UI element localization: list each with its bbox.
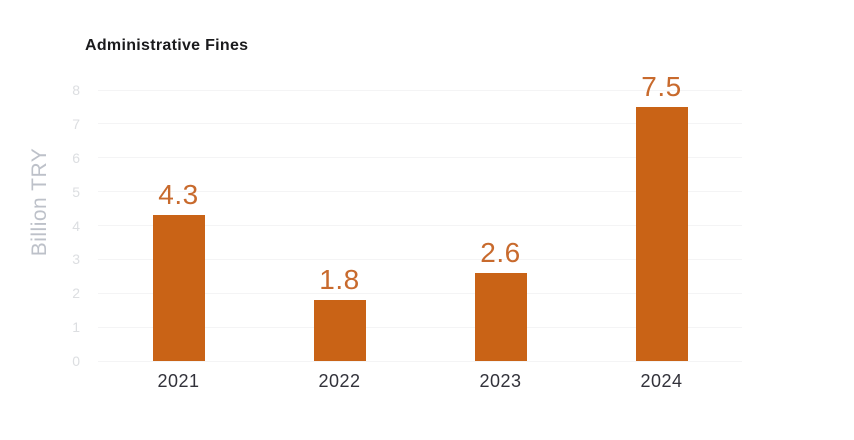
x-axis-ticks: 2021 2022 2023 2024 — [98, 371, 742, 395]
x-tick-label: 2022 — [318, 371, 361, 391]
y-tick-label: 7 — [72, 115, 80, 132]
bar — [635, 106, 688, 361]
y-tick-label: 5 — [72, 183, 80, 200]
gridline — [98, 292, 742, 294]
bar — [313, 300, 366, 361]
gridline — [98, 157, 742, 159]
gridline — [98, 258, 742, 260]
chart-title: Administrative Fines — [85, 37, 249, 54]
gridline — [98, 123, 742, 125]
bar-value-label: 1.8 — [319, 264, 360, 296]
bar-value-label: 4.3 — [158, 179, 199, 211]
y-tick-label: 3 — [72, 251, 80, 268]
gridline — [98, 225, 742, 226]
bar-value-label: 2.6 — [480, 236, 521, 268]
y-axis-ticks: 0 1 2 3 4 5 6 7 8 — [0, 83, 80, 368]
x-tick-label: 2023 — [479, 371, 522, 391]
y-tick-label: 6 — [72, 149, 80, 166]
y-tick-label: 0 — [72, 353, 80, 369]
gridline — [98, 360, 742, 362]
bar-value-label: 7.5 — [641, 70, 682, 102]
gridline — [98, 89, 742, 91]
bar — [152, 215, 205, 361]
x-tick-label: 2021 — [157, 371, 200, 391]
gridline — [98, 326, 742, 328]
y-tick-label: 4 — [72, 217, 80, 234]
gridline — [98, 191, 742, 193]
x-tick-label: 2024 — [640, 371, 683, 391]
y-tick-label: 1 — [72, 319, 80, 336]
bar — [474, 272, 527, 361]
plot-area: 4.3 1.8 2.6 7.5 — [98, 72, 742, 362]
y-tick-label: 8 — [72, 82, 80, 98]
y-tick-label: 2 — [72, 285, 80, 302]
